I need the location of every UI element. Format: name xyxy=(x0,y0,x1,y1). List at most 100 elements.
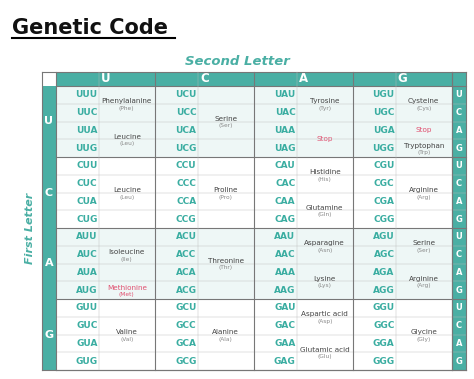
FancyBboxPatch shape xyxy=(452,210,466,228)
Text: ACG: ACG xyxy=(175,286,197,294)
Text: Methionine: Methionine xyxy=(107,285,147,291)
Text: AAG: AAG xyxy=(274,286,296,294)
Text: (Phe): (Phe) xyxy=(119,106,135,111)
Text: Cysteine: Cysteine xyxy=(408,98,439,104)
Text: Leucine: Leucine xyxy=(113,134,141,140)
Text: C: C xyxy=(456,321,462,330)
Text: UAG: UAG xyxy=(274,144,296,153)
Text: CCA: CCA xyxy=(176,197,197,206)
Text: Alanine: Alanine xyxy=(212,329,239,335)
Text: CCU: CCU xyxy=(176,161,197,171)
Text: CUG: CUG xyxy=(76,215,98,224)
Text: GAC: GAC xyxy=(274,321,296,330)
Text: Valine: Valine xyxy=(116,329,138,335)
Text: (Leu): (Leu) xyxy=(119,141,135,146)
Text: C: C xyxy=(45,188,53,197)
Text: AGC: AGC xyxy=(374,250,394,259)
Text: G: G xyxy=(456,215,463,224)
Text: U: U xyxy=(45,116,54,127)
Text: GUA: GUA xyxy=(76,339,98,348)
Text: UGA: UGA xyxy=(373,126,394,135)
Text: (Lys): (Lys) xyxy=(318,283,332,288)
Text: Proline: Proline xyxy=(213,187,238,193)
Text: GGA: GGA xyxy=(373,339,394,348)
FancyBboxPatch shape xyxy=(452,352,466,370)
Text: UGG: UGG xyxy=(373,144,394,153)
Text: (Asn): (Asn) xyxy=(317,248,332,253)
Text: UCG: UCG xyxy=(175,144,197,153)
Text: UUU: UUU xyxy=(75,90,98,99)
Text: G: G xyxy=(456,286,463,294)
FancyBboxPatch shape xyxy=(452,228,466,246)
Text: Threonine: Threonine xyxy=(208,258,244,264)
Text: AUC: AUC xyxy=(77,250,98,259)
Text: A: A xyxy=(456,339,462,348)
Text: UCC: UCC xyxy=(176,108,197,117)
Text: GCU: GCU xyxy=(175,303,197,312)
Text: C: C xyxy=(200,72,209,86)
FancyBboxPatch shape xyxy=(452,193,466,210)
FancyBboxPatch shape xyxy=(452,139,466,157)
FancyBboxPatch shape xyxy=(56,72,452,86)
Text: (Arg): (Arg) xyxy=(417,283,431,288)
Text: GAA: GAA xyxy=(274,339,296,348)
Text: GGG: GGG xyxy=(373,357,394,366)
FancyBboxPatch shape xyxy=(452,175,466,193)
Text: Leucine: Leucine xyxy=(113,187,141,193)
Text: UAU: UAU xyxy=(274,90,296,99)
Text: GUG: GUG xyxy=(75,357,98,366)
Text: Tryptophan: Tryptophan xyxy=(403,143,444,149)
Text: CAU: CAU xyxy=(275,161,296,171)
Text: GAG: GAG xyxy=(274,357,296,366)
Text: Serine: Serine xyxy=(412,240,435,246)
Text: U: U xyxy=(456,161,462,171)
Text: C: C xyxy=(456,179,462,188)
Text: (Ser): (Ser) xyxy=(417,248,431,253)
Text: (Trp): (Trp) xyxy=(417,150,430,155)
Text: (Glu): (Glu) xyxy=(318,354,332,359)
Text: UAA: UAA xyxy=(274,126,296,135)
Text: G: G xyxy=(45,329,54,340)
Text: Stop: Stop xyxy=(317,136,333,142)
Text: Arginine: Arginine xyxy=(409,187,439,193)
Text: Isoleucine: Isoleucine xyxy=(109,249,145,255)
Text: (Gly): (Gly) xyxy=(417,337,431,341)
Text: CUC: CUC xyxy=(77,179,98,188)
Text: Glutamine: Glutamine xyxy=(306,205,344,211)
FancyBboxPatch shape xyxy=(56,86,452,157)
Text: U: U xyxy=(456,303,462,312)
Text: AAA: AAA xyxy=(274,268,296,277)
Text: U: U xyxy=(100,72,110,86)
Text: G: G xyxy=(456,357,463,366)
Text: AUG: AUG xyxy=(76,286,98,294)
Text: First Letter: First Letter xyxy=(25,193,35,264)
Text: Glutamic acid: Glutamic acid xyxy=(300,347,350,353)
Text: A: A xyxy=(456,126,462,135)
Text: GCA: GCA xyxy=(175,339,197,348)
FancyBboxPatch shape xyxy=(42,86,56,157)
Text: (Gln): (Gln) xyxy=(318,212,332,217)
FancyBboxPatch shape xyxy=(56,299,452,370)
Text: CAG: CAG xyxy=(274,215,296,224)
Text: UUA: UUA xyxy=(76,126,98,135)
Text: UUG: UUG xyxy=(75,144,98,153)
Text: GUU: GUU xyxy=(75,303,98,312)
Text: CGU: CGU xyxy=(373,161,394,171)
Text: CAC: CAC xyxy=(275,179,296,188)
Text: CCC: CCC xyxy=(177,179,197,188)
Text: AGA: AGA xyxy=(373,268,394,277)
Text: ACA: ACA xyxy=(176,268,197,277)
Text: GGC: GGC xyxy=(373,321,394,330)
Text: CGG: CGG xyxy=(373,215,394,224)
FancyBboxPatch shape xyxy=(452,263,466,281)
FancyBboxPatch shape xyxy=(452,122,466,139)
Text: A: A xyxy=(456,268,462,277)
Text: AGG: AGG xyxy=(373,286,394,294)
Text: Arginine: Arginine xyxy=(409,276,439,282)
Text: (Pro): (Pro) xyxy=(219,194,233,199)
Text: AAU: AAU xyxy=(274,232,296,241)
Text: Tyrosine: Tyrosine xyxy=(310,98,339,104)
Text: CGC: CGC xyxy=(374,179,394,188)
Text: UUC: UUC xyxy=(76,108,98,117)
FancyBboxPatch shape xyxy=(452,86,466,104)
